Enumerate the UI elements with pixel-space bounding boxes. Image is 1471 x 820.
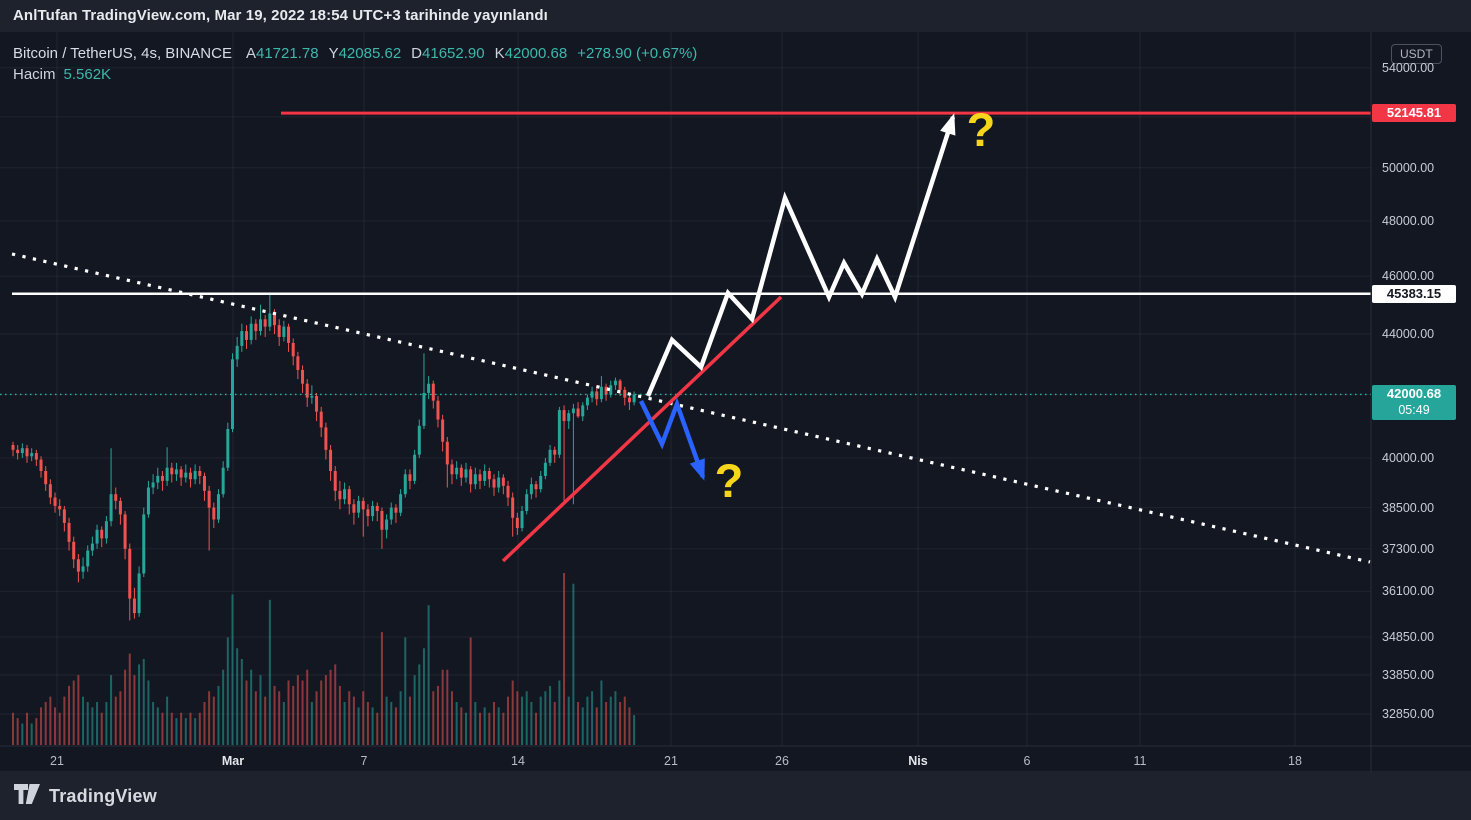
- time-tick-label: 7: [360, 754, 368, 768]
- time-tick-label: 14: [511, 754, 525, 768]
- price-badge-last-price: 42000.68 05:49: [1372, 385, 1456, 421]
- candles-layer: [11, 293, 636, 621]
- volume-legend: Hacim 5.562K: [13, 66, 111, 83]
- time-tick-label: 11: [1133, 754, 1147, 768]
- price-tick-label: 32850.00: [1382, 706, 1435, 721]
- tradingview-logo-icon[interactable]: [14, 783, 40, 810]
- ohlc-low: D41652.90: [411, 45, 485, 62]
- publish-info-text: AnlTufan TradingView.com, Mar 19, 2022 1…: [13, 7, 548, 24]
- price-tick-label: 33850.00: [1382, 668, 1435, 682]
- currency-usdt-button[interactable]: USDT: [1391, 44, 1442, 64]
- price-tick-label: 36100.00: [1382, 584, 1435, 599]
- symbol-title[interactable]: Bitcoin / TetherUS, 4s, BINANCE: [13, 45, 232, 62]
- price-tick-label: 54000.00: [1382, 60, 1435, 75]
- publish-info-bar: AnlTufan TradingView.com, Mar 19, 2022 1…: [0, 0, 1471, 32]
- volume-layer: [12, 573, 636, 745]
- chart-legend: Bitcoin / TetherUS, 4s, BINANCE A41721.78…: [13, 45, 697, 62]
- drawings-layer[interactable]: ??: [0, 103, 1371, 564]
- bullish-projection-zigzag-arrowhead: [940, 113, 956, 136]
- question-mark-annotation: ?: [967, 103, 996, 156]
- price-change: +278.90 (+0.67%): [577, 45, 698, 62]
- footer-bar: TradingView: [0, 772, 1471, 820]
- time-tick-label: 18: [1288, 754, 1302, 768]
- price-tick-label: 34850.00: [1382, 630, 1435, 645]
- descending-dotted-trendline: [11, 252, 1371, 564]
- price-tick-label: 44000.00: [1382, 327, 1435, 341]
- time-tick-label: 6: [1023, 754, 1031, 768]
- ohlc-high: Y42085.62: [328, 45, 402, 62]
- time-tick-label: 21: [664, 754, 678, 768]
- price-tick-label: 40000.00: [1382, 450, 1435, 465]
- bullish-projection-zigzag: [645, 116, 956, 397]
- ascending-trendline: [501, 295, 783, 563]
- price-tick-label: 48000.00: [1382, 213, 1435, 228]
- chart-pane[interactable]: [0, 32, 1471, 772]
- time-tick-label: Mar: [221, 754, 245, 768]
- price-badge-support: 45383.15: [1372, 284, 1456, 303]
- grid-layer: [0, 32, 1371, 746]
- question-mark-annotation: ?: [715, 454, 744, 507]
- time-tick-label: 26: [775, 754, 789, 768]
- volume-label: Hacim: [13, 66, 56, 83]
- tradingview-brand[interactable]: TradingView: [49, 785, 157, 806]
- ohlc-close: K42000.68: [494, 45, 568, 62]
- price-tick-label: 38500.00: [1382, 500, 1435, 515]
- candle-countdown: 05:49: [1398, 403, 1430, 418]
- bearish-projection-zigzag-arrowhead: [689, 458, 705, 481]
- bearish-projection-zigzag: [638, 397, 706, 478]
- ohlc-open: A41721.78: [245, 45, 319, 62]
- price-tick-label: 37300.00: [1382, 541, 1435, 556]
- time-tick-label: 21: [50, 754, 64, 768]
- price-tick-label: 46000.00: [1382, 269, 1435, 284]
- time-tick-label: Nis: [908, 754, 928, 768]
- price-tick-label: 50000.00: [1382, 160, 1435, 175]
- volume-value: 5.562K: [63, 66, 112, 83]
- price-badge-resistance: 52145.81: [1372, 104, 1456, 123]
